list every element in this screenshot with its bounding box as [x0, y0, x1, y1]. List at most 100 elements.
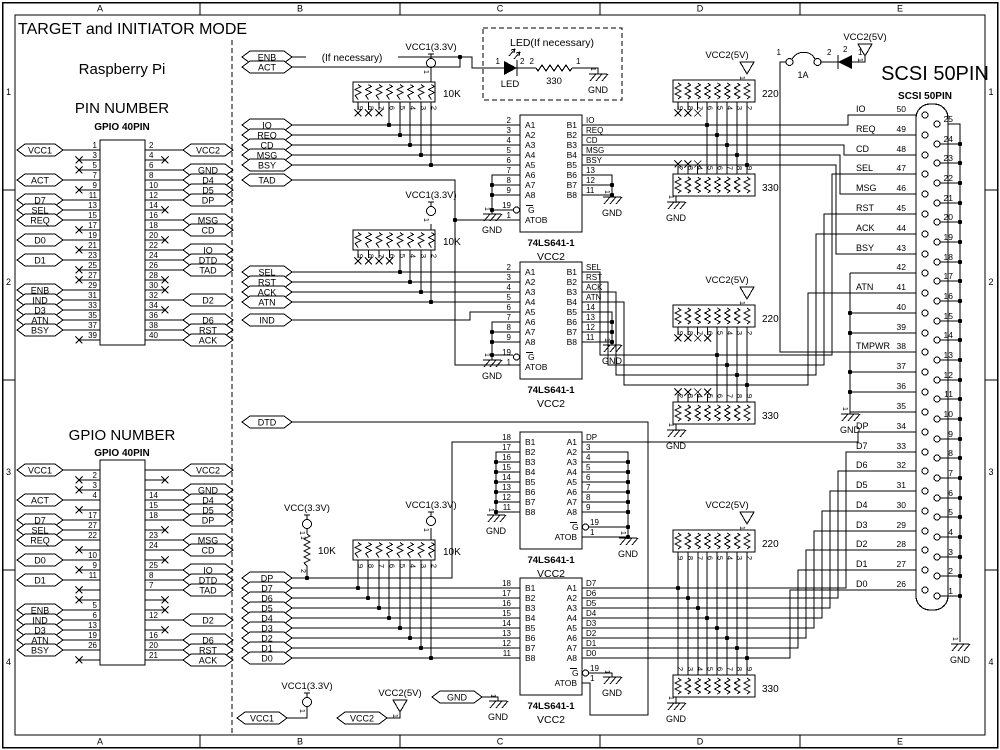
signal-flag-label: VCC2 — [196, 146, 220, 156]
gnd-label: GND — [602, 688, 623, 698]
no-connect-x — [161, 276, 169, 284]
pin-name: B7 — [567, 327, 578, 337]
pin-signal: 12 — [586, 176, 595, 185]
pin-signal: D0 — [586, 649, 597, 658]
pin-number: 13 — [88, 201, 97, 210]
border-column-label: C — [497, 4, 504, 14]
pin1-marker: 1 — [856, 58, 863, 62]
no-connect-x — [703, 334, 712, 342]
signal-flag-dp: DP — [182, 513, 234, 527]
signal-flag-act: ACT — [16, 173, 64, 187]
signal-flag-d2: D2 — [182, 613, 234, 627]
no-connect-x — [75, 546, 83, 554]
pin-number: 6 — [706, 106, 715, 110]
pin-signal: 14 — [586, 303, 595, 312]
signal-flag-label: VCC1 — [250, 714, 274, 724]
scsi-pin-signal: D7 — [856, 441, 868, 451]
pin-name: A1 — [525, 267, 536, 277]
scsi-pin-number: 47 — [897, 163, 907, 173]
signal-flag-label: BSY — [258, 161, 276, 171]
pin-number: 7 — [696, 331, 705, 335]
scsi-pin-signal: CD — [856, 144, 869, 154]
pin-number: 9 — [745, 166, 754, 170]
scsi-pin-number: 31 — [897, 480, 907, 490]
signal-flag-label: ACT — [31, 496, 50, 506]
chip-part-label: 74LS641-1 — [527, 385, 575, 396]
no-connect-x — [693, 388, 702, 396]
border-column-label: D — [697, 737, 704, 747]
scsi-pin-number: 34 — [897, 421, 907, 431]
vcc-circle-symbol: VCC1(3.3V) 1 — [405, 500, 456, 532]
junction-dot — [675, 585, 681, 591]
pin1-marker: 1 — [738, 76, 745, 80]
signal-flag-label: MSG — [198, 536, 219, 546]
resistance-label: 220 — [762, 314, 779, 325]
terminator-220-1: 9 8 7 6 5 4 3 2 220 VCC2(5V) 1 — [672, 50, 779, 117]
scsi-pin-number: 44 — [897, 223, 907, 233]
junction-dot — [609, 319, 615, 325]
signal-flag-label: CD — [202, 546, 215, 556]
pin-number: 14 — [502, 619, 511, 628]
no-connect-x — [354, 109, 362, 117]
signal-flag-label: CD — [202, 226, 215, 236]
gnd-symbol: 1 GND — [840, 407, 861, 435]
pin-number: 3 — [686, 394, 695, 398]
pin-signal: CD — [586, 136, 598, 145]
pin-number: 6 — [507, 303, 512, 312]
no-connect-x — [684, 160, 692, 168]
resistance-label: 10K — [443, 237, 461, 248]
resistance-label: 220 — [762, 539, 779, 550]
pin-number: 2 — [745, 556, 754, 560]
signal-flag-label: GND — [447, 693, 468, 703]
signal-flag-label: D2 — [202, 616, 214, 626]
pin-name: B6 — [525, 633, 536, 643]
junction-dot — [609, 339, 615, 345]
junction-dot — [609, 329, 615, 335]
transceiver-ic-1: 2 A1 B1 IO 3 A2 B2 REQ 4 A3 B3 CD 5 A4 B4 MSG 6 A5 B5 BSY 7 A… — [502, 114, 604, 263]
pin-number: 9 — [745, 667, 754, 671]
pin-number: 16 — [149, 211, 158, 220]
junction-dot — [957, 475, 963, 481]
signal-flag-ack: ACK — [182, 653, 234, 667]
signal-flag-vcc2: VCC2 — [182, 143, 234, 157]
pin-name: A2 — [567, 593, 578, 603]
pin-number: 16 — [502, 599, 511, 608]
border-row-label: 4 — [988, 657, 993, 667]
pin-name: A3 — [525, 140, 536, 150]
wires — [287, 56, 961, 719]
junction-dot — [428, 162, 434, 168]
scsi-pin-number: 12 — [944, 370, 954, 380]
pin-number: 4 — [696, 166, 705, 170]
border-column-label: A — [97, 4, 103, 14]
junction-dot — [625, 524, 631, 530]
scsi-pin-number: 21 — [944, 193, 954, 203]
chip-power-label: VCC2 — [537, 714, 565, 726]
junction-dot — [957, 554, 963, 560]
border-column-label: E — [897, 737, 903, 747]
pin-name: A6 — [567, 633, 578, 643]
pin-signal: 3 — [586, 443, 591, 452]
signal-flag-label: VCC2 — [196, 466, 220, 476]
pin-number: 3 — [507, 126, 512, 135]
border-row-label: 3 — [6, 467, 11, 477]
scsi-pin-number: 25 — [944, 114, 954, 124]
pin-name: A6 — [525, 170, 536, 180]
junction-dot — [625, 469, 631, 475]
pin-number: 3 — [686, 667, 695, 671]
pin-number: 7 — [377, 106, 386, 110]
pin-number: 5 — [715, 556, 724, 560]
signal-flag-label: D6 — [202, 636, 214, 646]
scsi-pin-number: 16 — [944, 291, 954, 301]
signal-flag-label: D0 — [34, 556, 46, 566]
pin-number: 3 — [419, 106, 428, 110]
pin-number: 5 — [93, 601, 98, 610]
pin-number: 6 — [388, 564, 397, 568]
gpio-40pin-label-1: GPIO 40PIN — [94, 122, 150, 133]
scsi-pin-signal: REQ — [856, 124, 876, 134]
junction-dot — [957, 180, 963, 186]
pin-signal: RST — [586, 273, 602, 282]
pin1-marker: 2 — [299, 569, 306, 573]
junction-dot — [957, 337, 963, 343]
gnd-symbol: 1 GND — [602, 190, 623, 218]
pin-number: 11 — [89, 191, 98, 200]
